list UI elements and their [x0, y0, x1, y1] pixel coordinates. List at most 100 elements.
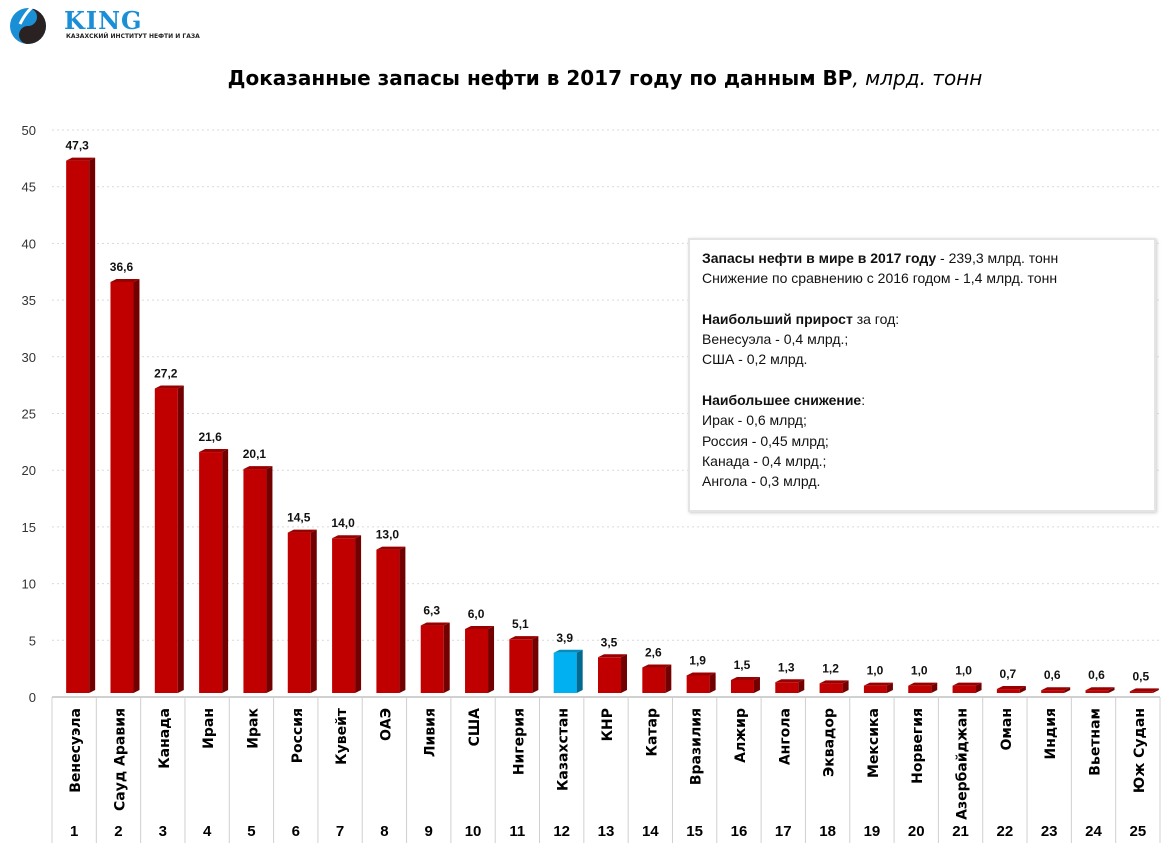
- y-tick-label: 35: [22, 293, 36, 308]
- category-label: Индия: [1043, 708, 1059, 760]
- y-tick-label: 50: [22, 123, 36, 138]
- bar: [598, 657, 621, 693]
- bar-top: [1129, 688, 1159, 692]
- data-label: 1,9: [689, 653, 706, 667]
- bar: [686, 675, 710, 693]
- bar: [154, 388, 178, 693]
- category-label: Россия: [290, 708, 306, 763]
- data-label: 1,0: [867, 664, 884, 678]
- bar-top: [863, 682, 893, 686]
- bar-side: [665, 664, 672, 693]
- rank-label: 16: [731, 823, 748, 840]
- rank-label: 14: [642, 823, 659, 840]
- rank-label: 1: [70, 823, 78, 840]
- logo-subtitle: КАЗАХСКИЙ ИНСТИТУТ НЕФТИ И ГАЗА: [66, 33, 200, 40]
- data-label: 20,1: [243, 447, 267, 461]
- note-decline-item: Ирак - 0,6 млрд;: [702, 412, 807, 429]
- bar-side: [89, 157, 96, 694]
- bar-side: [133, 278, 140, 693]
- bar: [863, 685, 887, 693]
- bar: [376, 549, 400, 693]
- note-decline-item: Россия - 0,45 млрд;: [702, 432, 829, 449]
- bar-side: [709, 672, 716, 693]
- rank-label: 3: [159, 823, 167, 840]
- bar: [642, 667, 666, 693]
- data-label: 2,6: [645, 646, 662, 660]
- data-label: 1,3: [778, 660, 795, 674]
- bar-side: [1064, 687, 1071, 693]
- category-label: Алжир: [733, 708, 749, 763]
- bar-side: [753, 676, 760, 693]
- data-label: 27,2: [154, 367, 178, 381]
- data-label: 13,0: [376, 528, 400, 542]
- data-label: 0,6: [1088, 668, 1105, 682]
- y-tick-label: 10: [22, 577, 36, 592]
- bar: [553, 652, 577, 693]
- data-label: 3,9: [556, 631, 573, 645]
- category-label: ОАЭ: [378, 708, 394, 741]
- category-label: Вразилия: [689, 708, 705, 785]
- rank-label: 11: [509, 823, 525, 840]
- bar: [730, 679, 754, 693]
- bar-top: [686, 672, 716, 676]
- data-label: 1,0: [911, 664, 928, 678]
- bar: [199, 452, 223, 693]
- y-tick-label: 0: [29, 690, 36, 705]
- bar-top: [509, 636, 539, 640]
- bar-top: [952, 682, 982, 686]
- chart-title: Доказанные запасы нефти в 2017 году по д…: [0, 66, 1175, 90]
- rank-label: 23: [1041, 823, 1058, 840]
- bar: [420, 625, 444, 693]
- bar-top: [110, 278, 140, 282]
- bar-top: [465, 625, 495, 629]
- rank-label: 5: [247, 823, 255, 840]
- bar-top: [1041, 687, 1071, 691]
- rank-label: 25: [1129, 823, 1146, 840]
- bar-top: [730, 676, 760, 680]
- category-label: Норвегия: [910, 708, 926, 784]
- bar-side: [931, 682, 938, 693]
- data-label: 14,5: [287, 511, 311, 525]
- rank-label: 18: [819, 823, 836, 840]
- data-label: 0,6: [1044, 668, 1061, 682]
- rank-label: 6: [292, 823, 300, 840]
- bar-top: [420, 622, 450, 626]
- rank-label: 17: [775, 823, 792, 840]
- data-label: 47,3: [65, 139, 89, 153]
- bar-top: [243, 466, 273, 470]
- bar: [509, 639, 533, 693]
- bar: [465, 628, 489, 693]
- rank-label: 4: [203, 823, 212, 840]
- rank-label: 13: [598, 823, 615, 840]
- note-decline-item: Канада - 0,4 млрд.;: [702, 452, 827, 469]
- bar-top: [154, 385, 184, 389]
- bar-side: [798, 679, 805, 693]
- bar-side: [177, 385, 184, 693]
- bar-top: [996, 686, 1026, 690]
- rank-label: 15: [686, 823, 703, 840]
- rank-label: 20: [908, 823, 925, 840]
- bar-side: [355, 535, 362, 693]
- category-label: Мексика: [866, 708, 882, 778]
- bar-side: [886, 682, 893, 693]
- data-label: 1,0: [955, 664, 972, 678]
- rank-label: 12: [553, 823, 570, 840]
- data-label: 14,0: [331, 516, 355, 530]
- rank-label: 21: [952, 823, 969, 840]
- bar-top: [553, 649, 583, 653]
- bar-side: [576, 649, 583, 693]
- rank-label: 24: [1085, 823, 1102, 840]
- bar-top: [642, 664, 672, 668]
- bar: [1129, 691, 1153, 693]
- bar: [1085, 690, 1109, 693]
- rank-label: 7: [336, 823, 344, 840]
- bar-top: [287, 529, 317, 533]
- logo-name: KING: [64, 6, 143, 35]
- bar-top: [66, 157, 96, 161]
- category-label: Оман: [999, 708, 1015, 750]
- rank-label: 9: [425, 823, 433, 840]
- category-label: Ангола: [777, 708, 793, 765]
- y-tick-label: 5: [29, 633, 36, 648]
- y-tick-label: 40: [22, 236, 36, 251]
